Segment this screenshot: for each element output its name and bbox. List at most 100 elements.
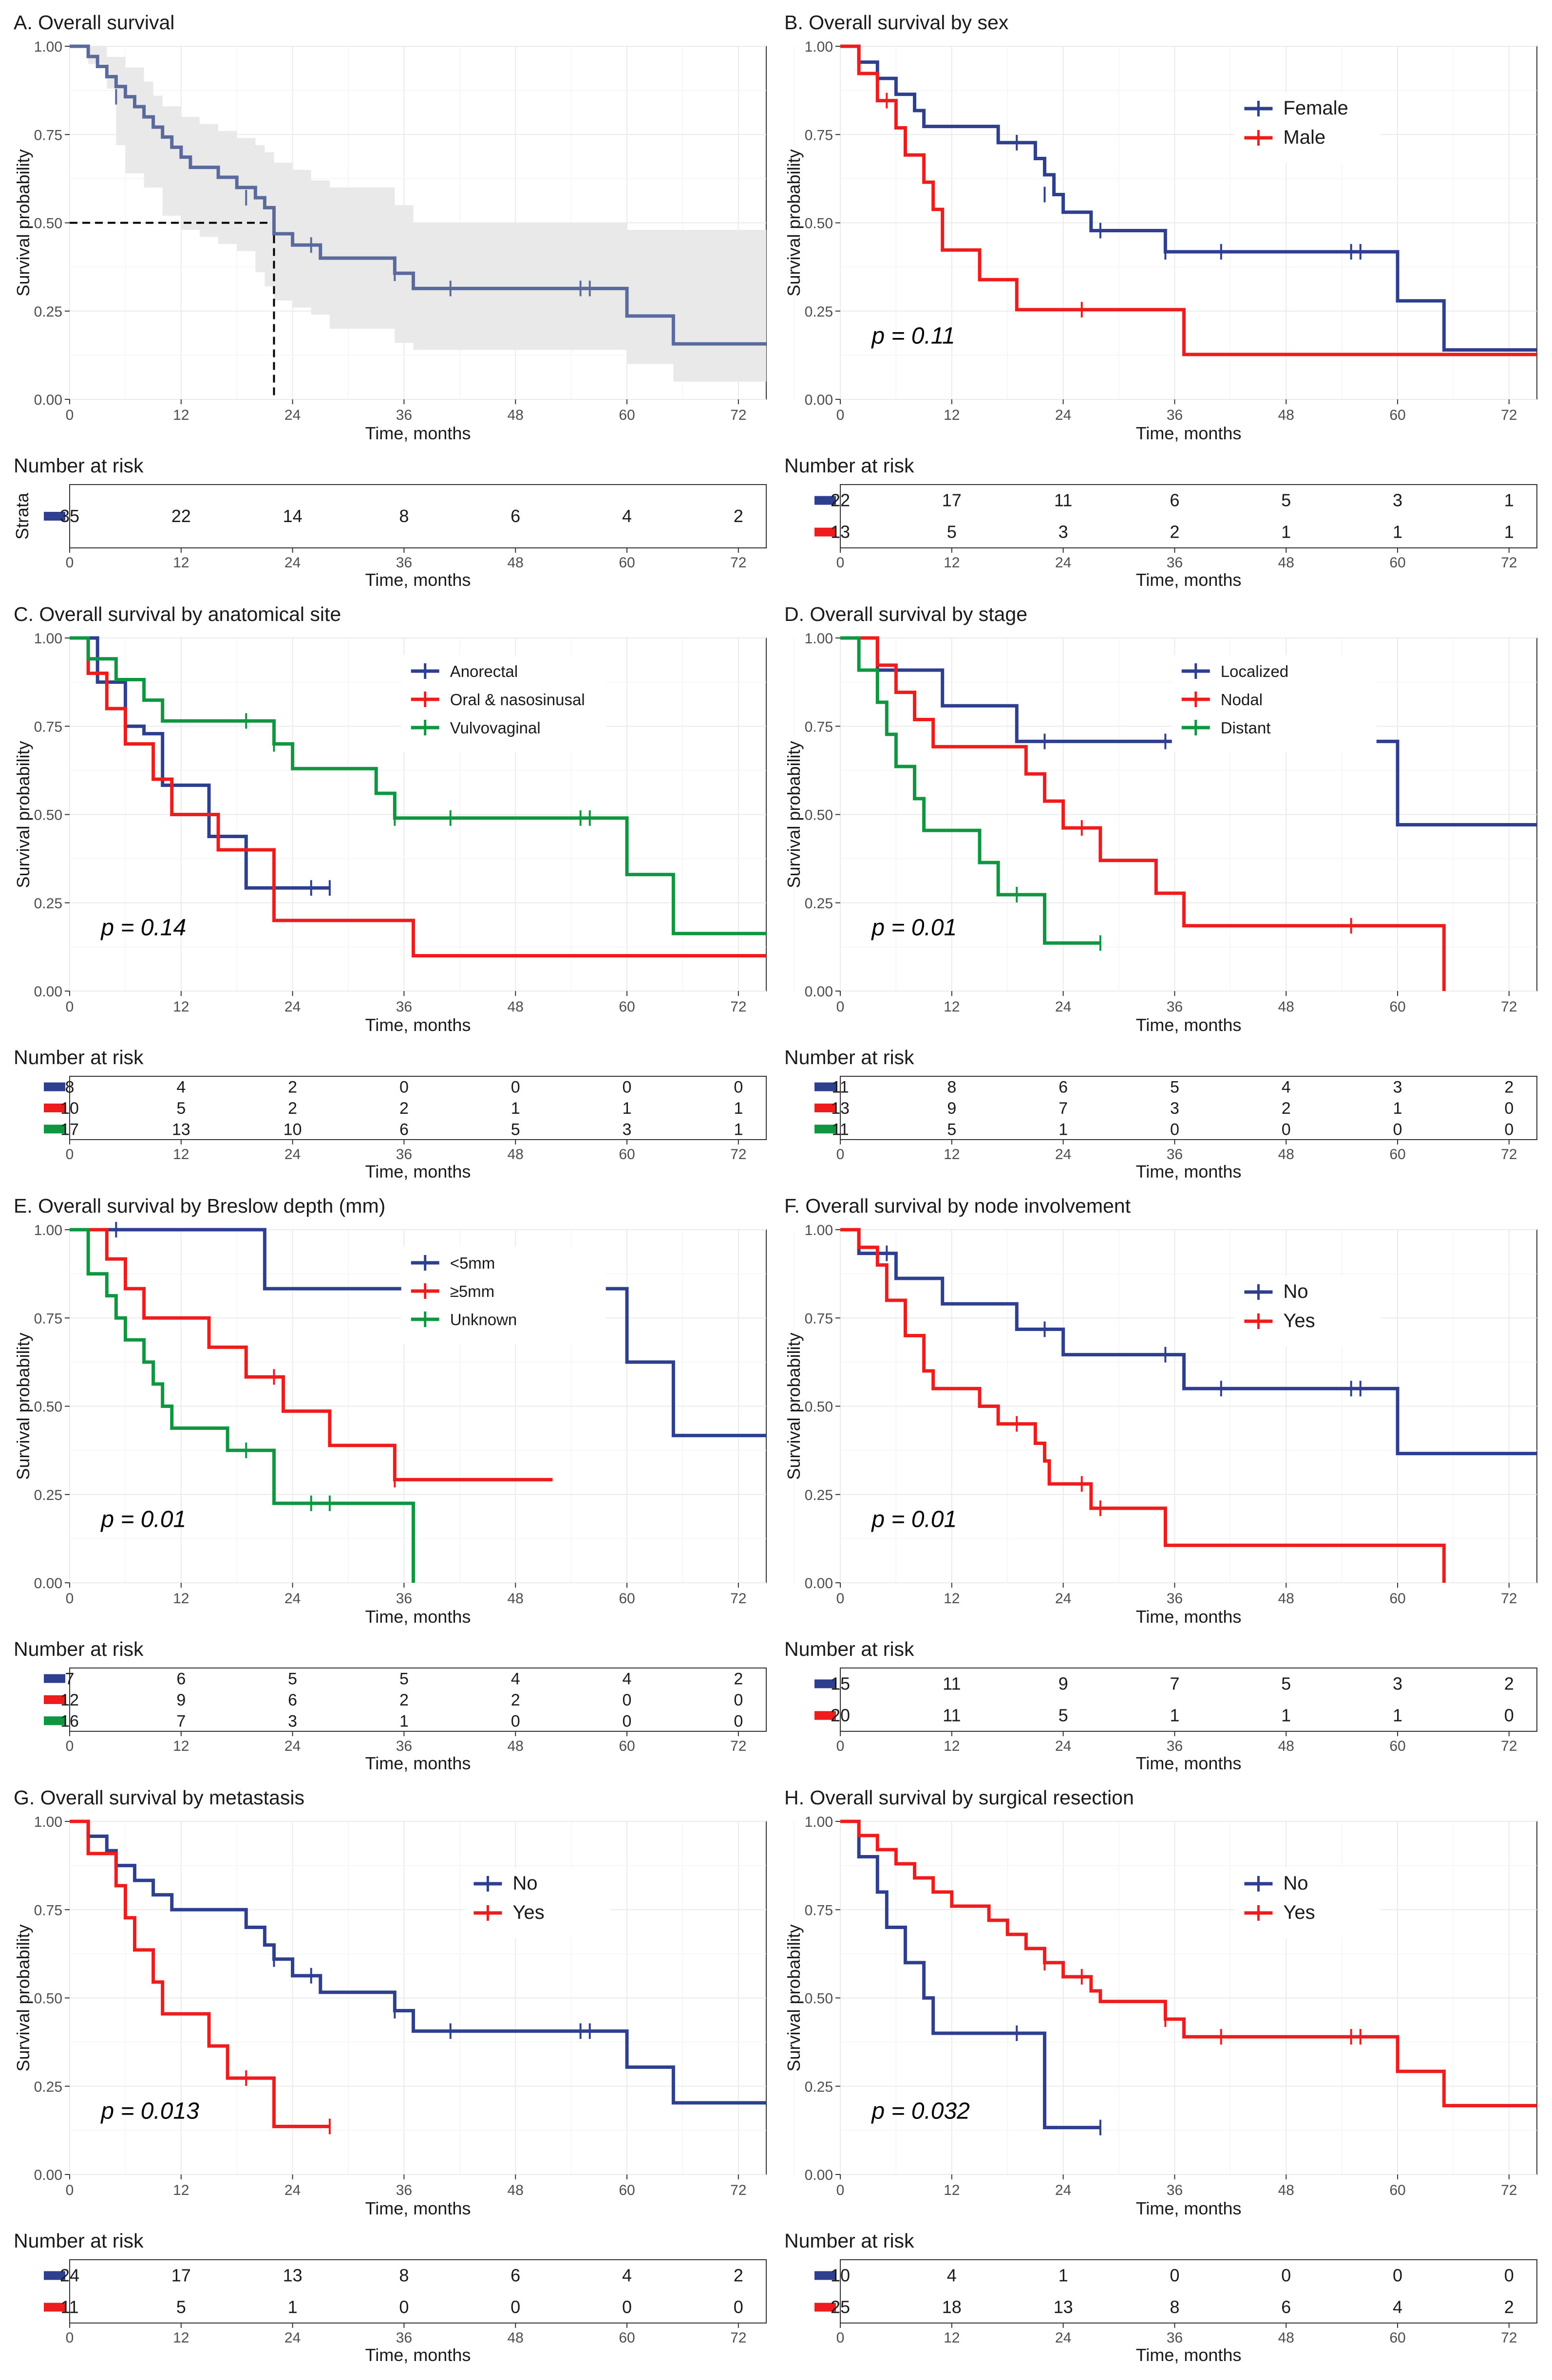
x-tick-label: 12 [173, 407, 189, 423]
survival-curve-unknown [70, 1228, 415, 1583]
x-tick-label: 48 [1278, 1591, 1294, 1607]
risk-x-tick-label: 60 [1389, 555, 1405, 571]
risk-value: 11 [943, 1674, 961, 1694]
survival-curve-strata [70, 44, 766, 346]
x-tick-label: 24 [284, 407, 301, 423]
risk-value: 6 [511, 2266, 520, 2286]
legend-label: Vulvovaginal [450, 719, 541, 737]
panel-D: D. Overall survival by stage 0.00 0.25 0.50… [784, 603, 1537, 1181]
x-tick-label: 48 [508, 999, 524, 1015]
risk-value: 5 [1170, 1078, 1179, 1097]
legend-label: ≥5mm [450, 1282, 494, 1300]
x-tick-label: 72 [1501, 407, 1517, 423]
risk-x-tick-label: 0 [66, 2330, 74, 2346]
risk-x-axis-label: Time, months [365, 570, 471, 590]
y-tick-label: 0.50 [805, 1399, 833, 1415]
y-tick-label: 0.00 [805, 2167, 833, 2183]
risk-value: 2 [288, 1099, 297, 1118]
risk-x-tick-label: 12 [944, 555, 960, 571]
x-tick-label: 24 [1055, 999, 1071, 1015]
panel-title: H. Overall survival by surgical resectio… [784, 1786, 1134, 1809]
risk-x-tick-label: 72 [1501, 1146, 1517, 1162]
risk-value: 0 [622, 2297, 632, 2317]
survival-curve-female [840, 44, 1537, 352]
risk-x-tick-label: 48 [1278, 1738, 1294, 1754]
y-tick-label: 0.75 [34, 1902, 62, 1918]
risk-value: 0 [1282, 1120, 1291, 1139]
risk-value: 1 [1281, 1705, 1291, 1725]
risk-x-tick-label: 0 [66, 1146, 74, 1162]
risk-x-tick-label: 72 [1501, 1738, 1517, 1754]
risk-value: 4 [622, 2266, 632, 2286]
survival-curve--5mm [70, 1228, 553, 1481]
risk-x-tick-label: 48 [1278, 1146, 1294, 1162]
risk-x-tick-label: 36 [396, 1738, 412, 1754]
risk-value: 0 [734, 2297, 743, 2317]
risk-x-tick-label: 24 [1055, 1146, 1071, 1162]
risk-value: 13 [283, 2266, 303, 2286]
y-tick-label: 1.00 [34, 631, 62, 647]
risk-value: 6 [1281, 2297, 1291, 2317]
risk-value: 5 [947, 522, 957, 542]
risk-x-tick-label: 48 [1278, 2330, 1294, 2346]
risk-value: 0 [734, 1078, 743, 1097]
risk-table-title: Number at risk [784, 2230, 914, 2252]
risk-row-color-key [44, 1104, 65, 1112]
risk-x-tick-label: 12 [173, 1738, 189, 1754]
risk-value: 6 [288, 1691, 297, 1709]
risk-x-tick-label: 24 [1055, 555, 1071, 571]
risk-x-tick-label: 12 [173, 1146, 189, 1162]
p-value: p = 0.01 [871, 1507, 957, 1533]
risk-row-color-key [814, 1082, 836, 1091]
risk-row-color-key [814, 496, 836, 505]
risk-table-frame [840, 1076, 1537, 1140]
legend-label: Yes [1283, 1902, 1315, 1923]
risk-value: 16 [60, 1712, 79, 1730]
x-tick-label: 36 [1167, 1591, 1183, 1607]
risk-x-tick-label: 36 [1167, 1146, 1183, 1162]
x-tick-label: 36 [396, 407, 412, 423]
risk-x-tick-label: 72 [1501, 2330, 1517, 2346]
risk-table-frame [69, 1076, 767, 1140]
risk-value: 9 [1059, 1674, 1068, 1694]
x-tick-label: 0 [836, 1591, 845, 1607]
y-tick-label: 1.00 [805, 1814, 833, 1830]
x-tick-label: 0 [66, 999, 74, 1015]
risk-value: 0 [1393, 2266, 1402, 2286]
legend-label: Male [1283, 127, 1325, 148]
risk-x-axis-label: Time, months [365, 1162, 471, 1181]
risk-x-tick-label: 72 [730, 1146, 746, 1162]
x-tick-label: 48 [1278, 999, 1294, 1015]
risk-x-tick-label: 36 [396, 2330, 412, 2346]
y-tick-label: 0.25 [805, 1487, 833, 1503]
y-tick-label: 1.00 [805, 39, 833, 55]
y-tick-label: 0.50 [805, 1991, 833, 2007]
risk-value: 2 [1504, 1078, 1514, 1097]
risk-value: 35 [60, 506, 79, 526]
y-tick-label: 0.00 [805, 392, 833, 408]
x-tick-label: 72 [1501, 2182, 1517, 2198]
risk-value: 13 [831, 522, 850, 542]
risk-value: 5 [1059, 1705, 1068, 1725]
x-tick-label: 24 [1055, 407, 1071, 423]
x-axis-label: Time, months [365, 1607, 471, 1627]
x-tick-label: 12 [944, 2182, 960, 2198]
risk-value: 0 [1504, 1120, 1514, 1139]
risk-value: 11 [1054, 490, 1072, 510]
risk-value: 10 [60, 1099, 79, 1118]
survival-curve-oral-nasosinusal [70, 636, 766, 957]
risk-table-title: Number at risk [14, 454, 144, 477]
risk-value: 13 [831, 1099, 850, 1118]
y-tick-label: 0.25 [34, 896, 62, 912]
risk-value: 0 [734, 1691, 743, 1709]
risk-value: 2 [1504, 2297, 1514, 2317]
risk-value: 6 [511, 506, 520, 526]
panel-F: F. Overall survival by node involvement 0… [784, 1195, 1537, 1773]
y-axis-label: Survival probability [784, 149, 804, 296]
risk-value: 0 [1170, 2266, 1179, 2286]
p-value: p = 0.013 [100, 2099, 199, 2124]
risk-value: 0 [1504, 1099, 1514, 1118]
panel-title: B. Overall survival by sex [784, 11, 1009, 34]
risk-value: 11 [943, 1705, 961, 1725]
risk-value: 7 [1059, 1099, 1068, 1118]
